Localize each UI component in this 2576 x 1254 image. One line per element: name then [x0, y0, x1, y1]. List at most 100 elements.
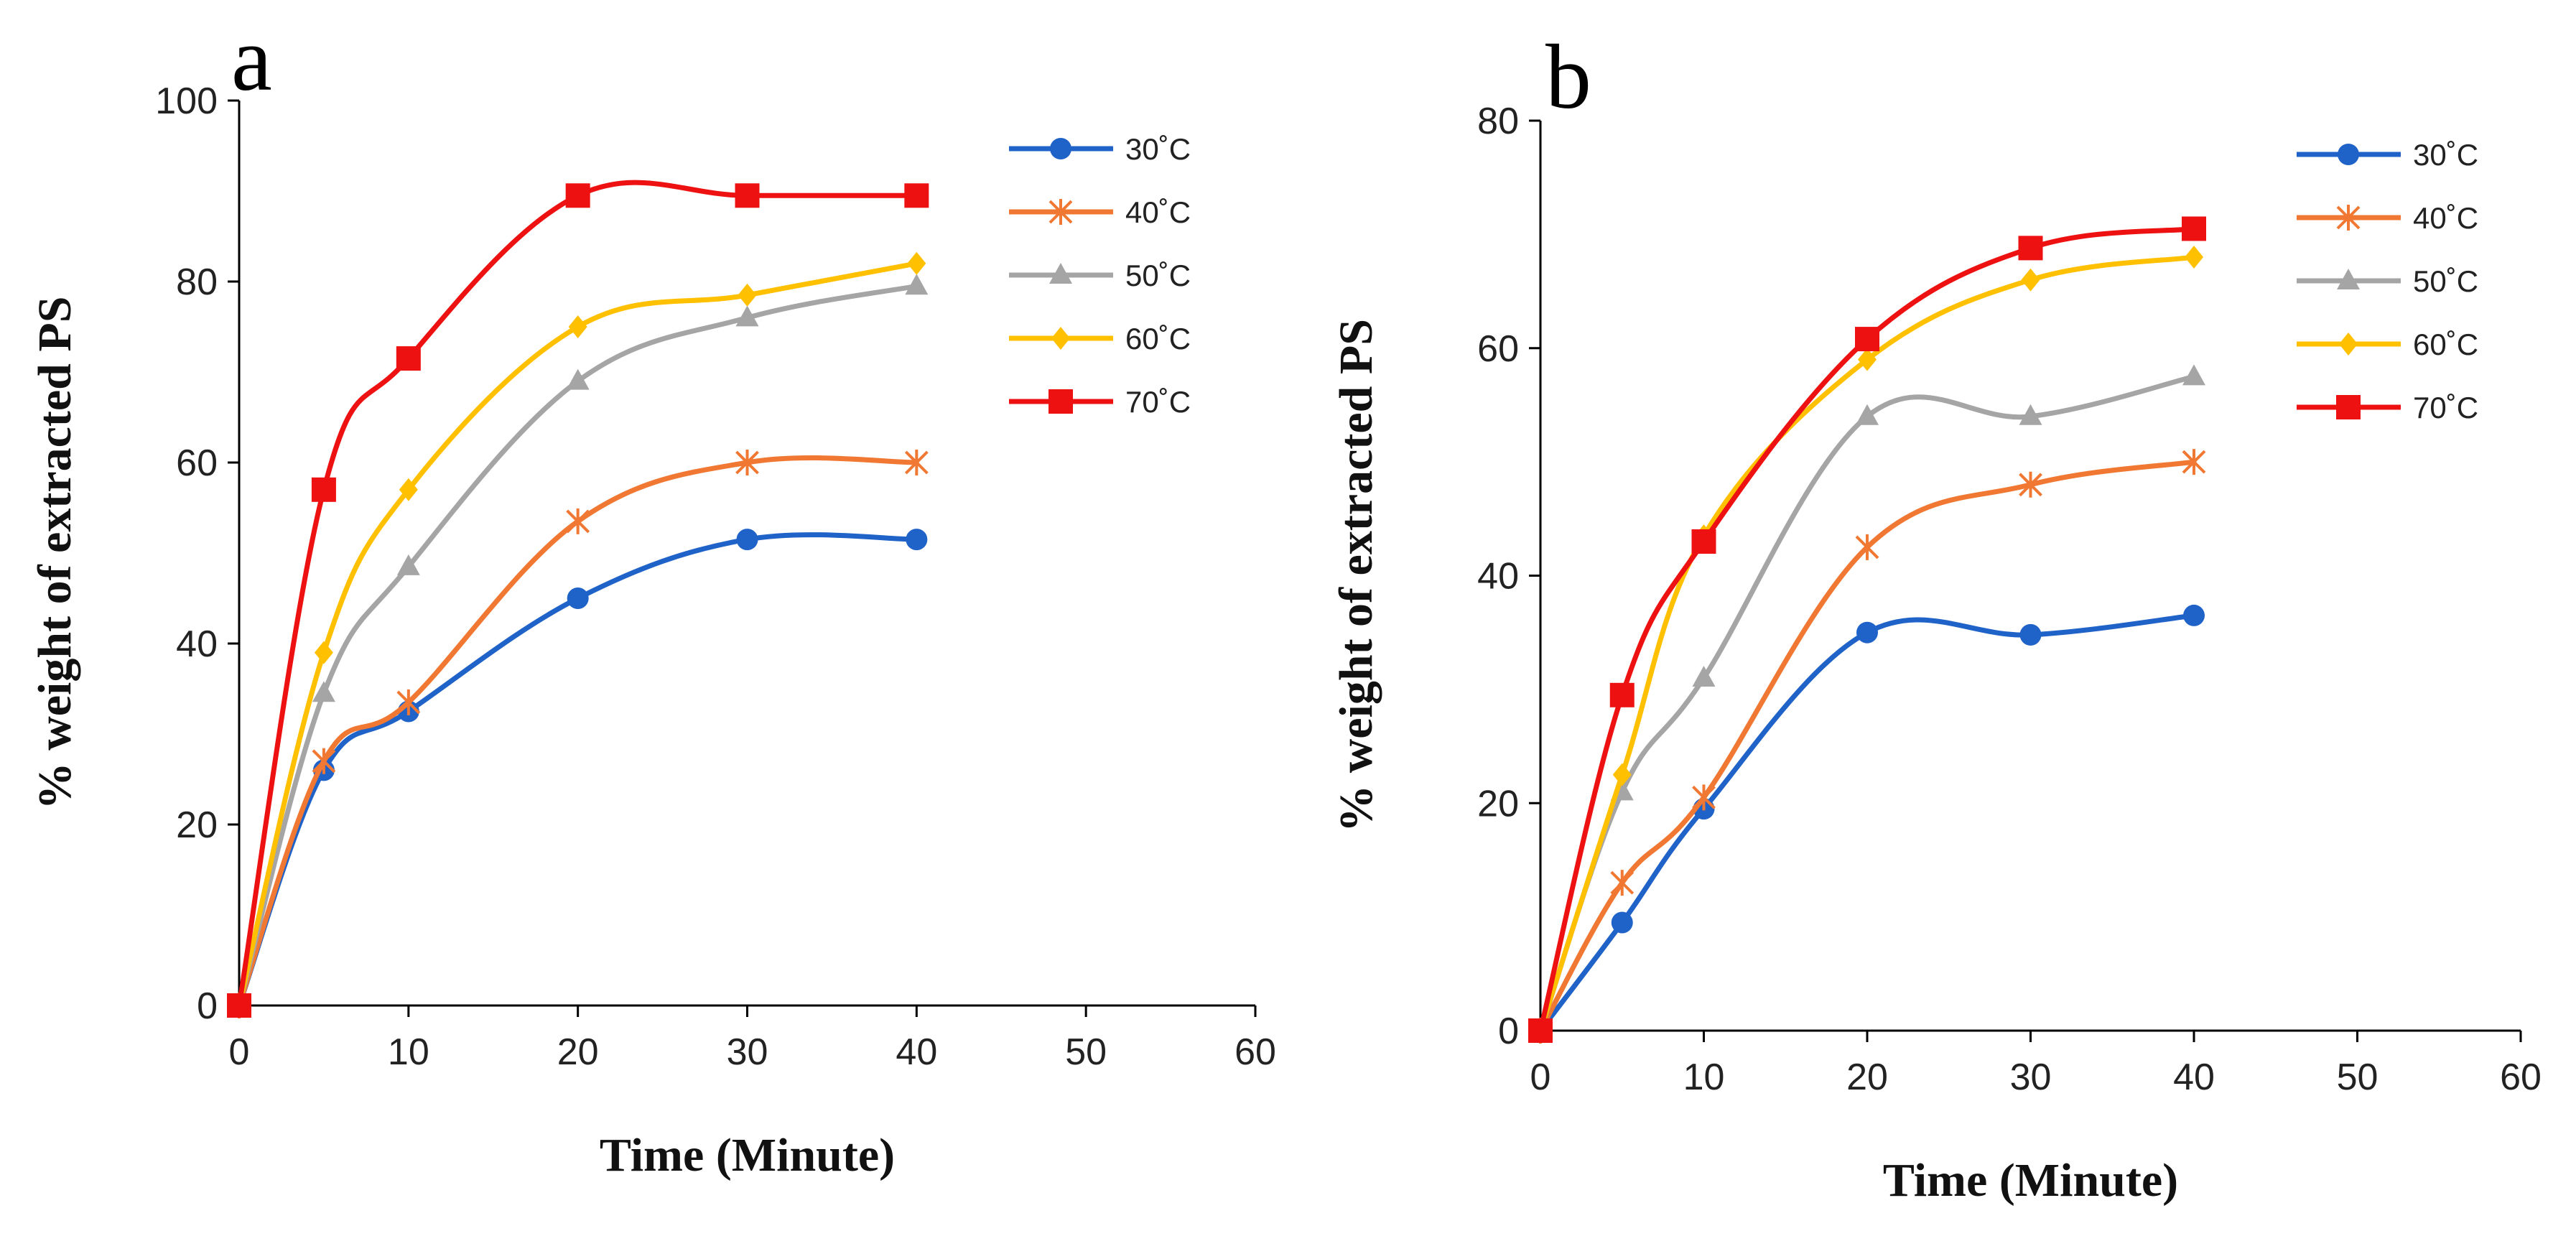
x-tick-label: 10	[388, 1031, 429, 1073]
data-point	[396, 346, 421, 371]
y-tick-label: 20	[1477, 783, 1519, 825]
series-line	[236, 455, 919, 1008]
legend-entry: 40˚C	[2297, 201, 2478, 235]
x-tick-label: 50	[2337, 1056, 2379, 1098]
data-point	[568, 315, 587, 338]
data-point	[567, 587, 589, 609]
x-tick-label: 40	[2173, 1056, 2215, 1098]
legend-marker	[1048, 389, 1073, 414]
data-point	[904, 450, 929, 475]
legend-label: 30˚C	[1125, 132, 1191, 166]
y-tick-label: 40	[176, 623, 218, 665]
legend-entry: 30˚C	[1009, 132, 1191, 166]
data-point	[312, 748, 336, 774]
panel-a-chart: a 0 10 20 30 40 50 60 0 20 40 60 80 100 Time (Minute)%…	[29, 8, 1276, 1181]
x-tick-label: 20	[557, 1031, 599, 1073]
legend-entry: 50˚C	[1009, 259, 1191, 292]
series-60c	[230, 251, 926, 1017]
y-tick-label: 100	[155, 80, 218, 122]
data-point	[1691, 529, 1716, 554]
series-line	[1538, 613, 2197, 1034]
data-point	[2019, 404, 2042, 425]
data-point	[566, 368, 590, 390]
data-point	[1858, 348, 1877, 371]
data-point	[311, 477, 336, 502]
legend-marker	[2339, 333, 2358, 356]
panel-letter: b	[1545, 26, 1591, 128]
data-point	[735, 450, 759, 475]
x-tick-label: 20	[1846, 1056, 1888, 1098]
legend-entry: 60˚C	[1009, 322, 1191, 356]
data-point	[736, 529, 758, 551]
x-tick-label: 0	[1530, 1056, 1551, 1098]
y-tick-label: 40	[1477, 556, 1519, 598]
legend-label: 60˚C	[1125, 322, 1191, 356]
data-point	[1528, 1018, 1553, 1043]
legend-marker	[2336, 395, 2361, 419]
x-tick-label: 50	[1065, 1031, 1107, 1073]
legend-entry: 70˚C	[1009, 385, 1191, 419]
x-axis-title: Time (Minute)	[1883, 1154, 2178, 1207]
legend-label: 50˚C	[1125, 259, 1191, 292]
x-tick-label: 30	[2010, 1056, 2052, 1098]
x-tick-label: 10	[1683, 1056, 1725, 1098]
data-point	[1856, 621, 1878, 644]
data-point	[227, 993, 251, 1018]
panel-letter: a	[231, 8, 272, 110]
data-point	[566, 508, 590, 534]
y-tick-label: 0	[197, 985, 218, 1027]
series-70c	[227, 180, 929, 1018]
y-axis-title: % weight of extracted PS	[1330, 319, 1382, 832]
data-point	[2185, 246, 2203, 269]
legend-marker	[1050, 138, 1071, 159]
data-point	[312, 681, 335, 702]
y-axis-title: % weight of extracted PS	[29, 297, 81, 810]
x-tick-label: 40	[896, 1031, 937, 1073]
x-tick-label: 60	[1234, 1031, 1276, 1073]
data-point	[1692, 666, 1716, 687]
data-point	[2019, 471, 2042, 498]
data-point	[1611, 911, 1633, 934]
legend-label: 30˚C	[2413, 138, 2478, 172]
data-point	[905, 274, 929, 295]
data-point	[906, 529, 928, 551]
legend-label: 70˚C	[2413, 391, 2478, 424]
data-point	[904, 183, 929, 208]
series-line	[1538, 459, 2197, 1034]
legend-label: 60˚C	[2413, 328, 2478, 361]
legend-marker	[1048, 199, 1073, 225]
legend-marker	[2338, 144, 2359, 165]
data-point	[314, 641, 333, 664]
data-point	[399, 478, 418, 501]
legend-entry: 30˚C	[2297, 138, 2478, 172]
data-point	[1855, 327, 1879, 352]
data-point	[396, 554, 420, 575]
y-tick-label: 80	[1477, 101, 1519, 142]
legend-marker	[2337, 269, 2360, 289]
legend-entry: 60˚C	[2297, 328, 2478, 361]
data-point	[2018, 236, 2043, 261]
y-tick-label: 60	[1477, 328, 1519, 370]
y-tick-label: 60	[176, 442, 218, 484]
legend-marker	[2336, 205, 2361, 231]
legend-marker	[1051, 327, 1070, 350]
data-point	[2021, 268, 2040, 292]
x-tick-label: 0	[229, 1031, 250, 1073]
legend-label: 40˚C	[1125, 195, 1191, 229]
data-point	[738, 283, 757, 307]
series-line	[236, 283, 919, 1008]
data-point	[1856, 404, 1879, 425]
data-point	[1612, 763, 1632, 786]
legend-entry: 70˚C	[2297, 391, 2478, 424]
data-point	[2182, 216, 2206, 241]
legend-entry: 40˚C	[1009, 195, 1191, 229]
data-point	[396, 689, 421, 715]
data-point	[735, 305, 759, 327]
data-point	[2183, 604, 2205, 626]
legend-label: 40˚C	[2413, 201, 2478, 235]
x-axis-title: Time (Minute)	[600, 1129, 895, 1181]
x-tick-label: 60	[2500, 1056, 2542, 1098]
y-tick-label: 80	[176, 261, 218, 303]
data-point	[735, 183, 760, 208]
